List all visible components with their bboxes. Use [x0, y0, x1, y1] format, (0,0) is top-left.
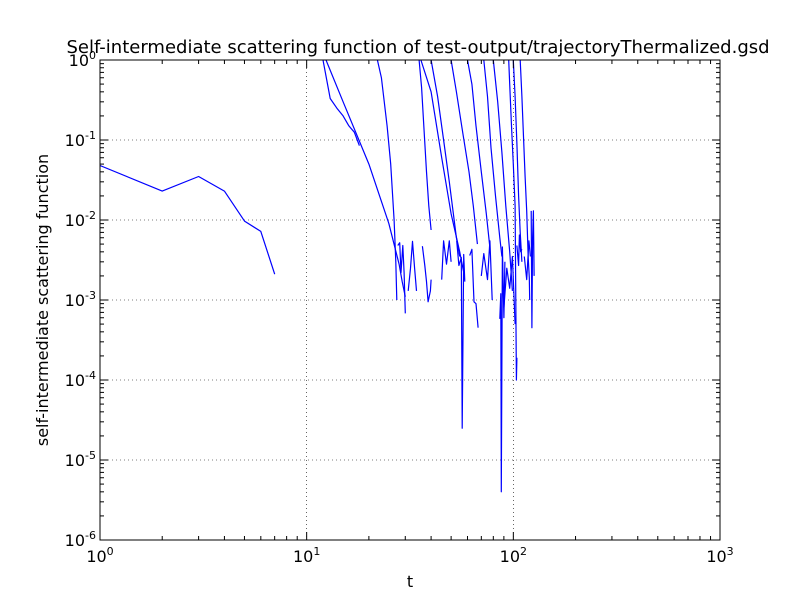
series-line-14	[469, 248, 479, 328]
y-tick-label: 10-3	[65, 289, 96, 310]
x-tick-label: 100	[86, 545, 113, 566]
axis-ticks	[99, 59, 721, 541]
series-line-8	[421, 246, 432, 303]
x-axis-label: t	[407, 572, 413, 591]
series-line-16	[480, 240, 493, 301]
series-line-3	[325, 60, 406, 297]
series-line-20	[503, 255, 516, 325]
series-line-12	[456, 240, 466, 429]
chart-title: Self-intermediate scattering function of…	[66, 37, 769, 58]
series-line-5	[397, 242, 406, 314]
y-tick-label: 10-5	[65, 449, 96, 470]
series-line-26	[530, 210, 535, 329]
grid-lines	[100, 60, 720, 540]
data-series-group	[100, 60, 535, 493]
series-line-13	[450, 60, 478, 245]
y-tick-label: 10-2	[65, 209, 96, 230]
tick-labels: 100 101 102 103 10-6 10-5 10-4 10-3 10-2 10-1 100	[65, 49, 734, 566]
x-tick-label: 101	[293, 545, 320, 566]
series-line-2	[322, 60, 360, 146]
series-line-22	[512, 60, 523, 262]
series-line-18	[499, 246, 506, 493]
series-line-4	[376, 60, 398, 301]
series-line-6	[407, 240, 418, 291]
x-tick-label: 102	[500, 545, 527, 566]
y-tick-label: 10-4	[65, 369, 96, 390]
series-line-9	[420, 60, 465, 277]
y-tick-label: 10-6	[65, 529, 96, 550]
series-line-24	[519, 60, 531, 301]
series-line-7	[418, 60, 432, 231]
series-line-1	[100, 164, 276, 275]
y-tick-label: 100	[69, 49, 96, 70]
series-line-17	[483, 60, 503, 257]
y-axis-label: self-intermediate scattering function	[33, 154, 52, 446]
x-tick-label: 103	[706, 545, 733, 566]
series-line-25	[523, 240, 531, 281]
series-line-21	[508, 60, 518, 381]
series-line-15	[466, 60, 491, 248]
series-line-23	[516, 234, 523, 267]
series-line-19	[492, 60, 513, 291]
y-tick-label: 10-1	[65, 129, 96, 150]
series-line-10	[441, 240, 452, 280]
